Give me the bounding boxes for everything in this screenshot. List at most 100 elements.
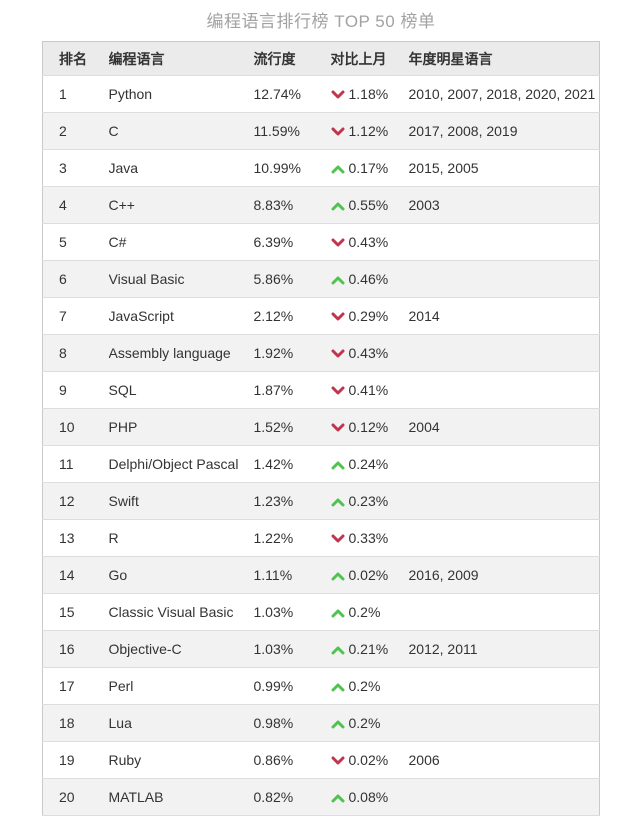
change-cell: 0.02% (330, 741, 409, 779)
ranking-table-body: 1 Python 12.74% 1.18% 2010, 2007, 2018, … (42, 75, 600, 816)
popularity-cell: 12.74% (253, 75, 331, 113)
rank-cell: 2 (42, 112, 109, 150)
change-value: 0.08% (348, 789, 389, 805)
header-language: 编程语言 (108, 41, 254, 76)
table-row: 2 C 11.59% 1.12% 2017, 2008, 2019 (42, 112, 600, 150)
popularity-cell: 0.99% (253, 667, 331, 705)
language-cell: MATLAB (108, 778, 254, 816)
table-row: 17 Perl 0.99% 0.2% (42, 667, 600, 705)
change-cell: 0.23% (330, 482, 409, 520)
popularity-cell: 5.86% (253, 260, 331, 298)
change-cell: 0.46% (330, 260, 409, 298)
language-cell: R (108, 519, 254, 557)
change-value: 0.2% (348, 678, 381, 694)
popularity-cell: 10.99% (253, 149, 331, 187)
ranking-table-header: 排名 编程语言 流行度 对比上月 年度明星语言 (42, 41, 600, 76)
change-cell: 1.12% (330, 112, 409, 150)
change-value: 0.41% (348, 382, 389, 398)
change-value: 0.23% (348, 493, 389, 509)
change-cell: 0.29% (330, 297, 409, 335)
trend-down-icon (331, 531, 345, 543)
star-years-cell (408, 667, 600, 705)
trend-up-icon (331, 272, 345, 285)
language-cell: Swift (108, 482, 254, 520)
table-row: 6 Visual Basic 5.86% 0.46% (42, 260, 600, 298)
change-value: 0.2% (348, 715, 381, 731)
rank-cell: 3 (42, 149, 109, 187)
language-cell: SQL (108, 371, 254, 409)
change-cell: 1.18% (330, 75, 409, 113)
change-cell: 0.12% (330, 408, 409, 446)
change-cell: 0.2% (330, 593, 409, 631)
table-row: 12 Swift 1.23% 0.23% (42, 482, 600, 520)
star-years-cell: 2006 (408, 741, 600, 779)
popularity-cell: 0.82% (253, 778, 331, 816)
table-row: 8 Assembly language 1.92% 0.43% (42, 334, 600, 372)
change-cell: 0.21% (330, 630, 409, 668)
change-value: 0.24% (348, 456, 389, 472)
trend-up-icon (331, 790, 345, 803)
change-cell: 0.55% (330, 186, 409, 224)
change-value: 0.46% (348, 271, 389, 287)
table-row: 5 C# 6.39% 0.43% (42, 223, 600, 261)
change-cell: 0.17% (330, 149, 409, 187)
star-years-cell: 2015, 2005 (408, 149, 600, 187)
star-years-cell (408, 482, 600, 520)
language-cell: Lua (108, 704, 254, 742)
change-value: 0.55% (348, 197, 389, 213)
table-row: 10 PHP 1.52% 0.12% 2004 (42, 408, 600, 446)
trend-up-icon (331, 161, 345, 174)
change-cell: 0.24% (330, 445, 409, 483)
popularity-cell: 1.42% (253, 445, 331, 483)
star-years-cell: 2003 (408, 186, 600, 224)
trend-down-icon (331, 87, 345, 99)
popularity-cell: 1.11% (253, 556, 331, 594)
trend-down-icon (331, 420, 345, 432)
change-cell: 0.2% (330, 667, 409, 705)
rank-cell: 17 (42, 667, 109, 705)
table-row: 11 Delphi/Object Pascal 1.42% 0.24% (42, 445, 600, 483)
rank-cell: 1 (42, 75, 109, 113)
header-popularity: 流行度 (253, 41, 331, 76)
language-cell: C# (108, 223, 254, 261)
popularity-cell: 1.22% (253, 519, 331, 557)
table-row: 9 SQL 1.87% 0.41% (42, 371, 600, 409)
table-row: 20 MATLAB 0.82% 0.08% (42, 778, 600, 816)
rank-cell: 10 (42, 408, 109, 446)
language-cell: Perl (108, 667, 254, 705)
language-cell: Python (108, 75, 254, 113)
star-years-cell (408, 704, 600, 742)
rank-cell: 18 (42, 704, 109, 742)
change-value: 0.2% (348, 604, 381, 620)
language-cell: PHP (108, 408, 254, 446)
change-value: 0.21% (348, 641, 389, 657)
star-years-cell (408, 778, 600, 816)
star-years-cell: 2012, 2011 (408, 630, 600, 668)
star-years-cell (408, 519, 600, 557)
language-cell: Delphi/Object Pascal (108, 445, 254, 483)
language-cell: Java (108, 149, 254, 187)
rank-cell: 13 (42, 519, 109, 557)
trend-up-icon (331, 679, 345, 692)
change-value: 0.17% (348, 160, 389, 176)
trend-up-icon (331, 457, 345, 470)
star-years-cell (408, 334, 600, 372)
popularity-cell: 11.59% (253, 112, 331, 150)
popularity-cell: 1.23% (253, 482, 331, 520)
trend-down-icon (331, 235, 345, 247)
change-cell: 0.33% (330, 519, 409, 557)
star-years-cell (408, 371, 600, 409)
rank-cell: 6 (42, 260, 109, 298)
star-years-cell: 2004 (408, 408, 600, 446)
trend-down-icon (331, 309, 345, 321)
change-value: 0.02% (348, 752, 389, 768)
change-cell: 0.2% (330, 704, 409, 742)
popularity-cell: 1.03% (253, 593, 331, 631)
header-row: 排名 编程语言 流行度 对比上月 年度明星语言 (42, 41, 600, 76)
ranking-table: 排名 编程语言 流行度 对比上月 年度明星语言 1 Python 12.74% … (42, 41, 600, 816)
star-years-cell: 2017, 2008, 2019 (408, 112, 600, 150)
language-cell: Classic Visual Basic (108, 593, 254, 631)
star-years-cell: 2016, 2009 (408, 556, 600, 594)
language-cell: Ruby (108, 741, 254, 779)
rank-cell: 15 (42, 593, 109, 631)
